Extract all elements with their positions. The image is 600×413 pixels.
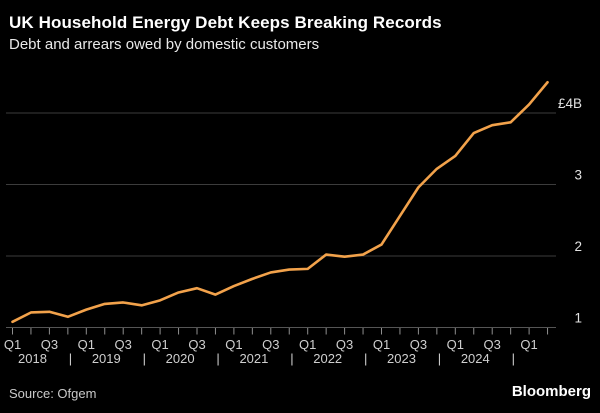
y-axis-label: 1 xyxy=(574,311,582,326)
x-label-year: 2021 xyxy=(239,351,268,366)
x-label-quarter: Q3 xyxy=(336,337,353,352)
x-label-quarter: Q3 xyxy=(484,337,501,352)
y-axis-label: 3 xyxy=(574,168,582,183)
x-label-quarter: Q3 xyxy=(41,337,58,352)
x-label-quarter: Q3 xyxy=(115,337,132,352)
y-axis-label: £4B xyxy=(558,96,582,111)
x-label-year: 2018 xyxy=(18,351,47,366)
x-label-quarter: Q3 xyxy=(410,337,427,352)
year-separator: | xyxy=(143,351,146,366)
x-label-quarter: Q1 xyxy=(78,337,95,352)
x-label-quarter: Q1 xyxy=(520,337,537,352)
y-axis-label: 2 xyxy=(574,239,582,254)
page-subtitle: Debt and arrears owed by domestic custom… xyxy=(9,36,320,54)
source-label: Source: Ofgem xyxy=(9,386,97,401)
year-separator: | xyxy=(512,351,515,366)
bloomberg-logo: Bloomberg xyxy=(511,383,591,400)
x-label-quarter: Q1 xyxy=(447,337,464,352)
year-separator: | xyxy=(69,351,72,366)
x-label-year: 2019 xyxy=(92,351,121,366)
page-title: UK Household Energy Debt Keeps Breaking … xyxy=(9,13,442,32)
x-label-quarter: Q1 xyxy=(151,337,168,352)
x-label-quarter: Q3 xyxy=(262,337,279,352)
x-label-year: 2022 xyxy=(313,351,342,366)
x-label-year: 2024 xyxy=(461,351,490,366)
x-label-quarter: Q3 xyxy=(188,337,205,352)
x-label-year: 2020 xyxy=(166,351,195,366)
x-label-year: 2023 xyxy=(387,351,416,366)
chart-header: UK Household Energy Debt Keeps Breaking … xyxy=(9,12,592,54)
x-label-quarter: Q1 xyxy=(4,337,21,352)
x-label-quarter: Q1 xyxy=(373,337,390,352)
year-separator: | xyxy=(216,351,219,366)
x-label-quarter: Q1 xyxy=(299,337,316,352)
year-separator: | xyxy=(290,351,293,366)
year-separator: | xyxy=(438,351,441,366)
debt-line xyxy=(11,80,549,324)
x-label-quarter: Q1 xyxy=(225,337,242,352)
year-separator: | xyxy=(364,351,367,366)
